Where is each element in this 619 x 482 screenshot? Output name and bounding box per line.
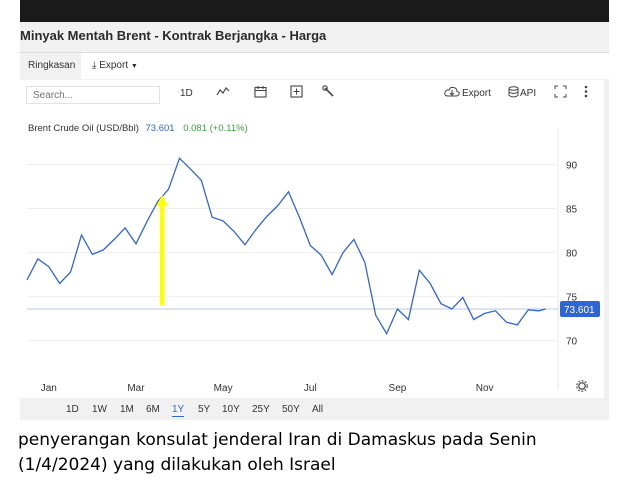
annotation-arrow xyxy=(156,195,169,306)
arrow-head xyxy=(156,195,169,207)
x-tick-label-nov: Nov xyxy=(476,383,494,394)
y-tick-label-75: 75 xyxy=(566,293,578,304)
legend: Brent Crude Oil (USD/Bbl) 73.601 0.081 (… xyxy=(28,123,248,134)
y-tick-label-80: 80 xyxy=(566,249,578,260)
range-5y[interactable]: 5Y xyxy=(198,404,211,415)
range-1y[interactable]: 1Y xyxy=(172,404,185,417)
tab-summary[interactable]: Ringkasan xyxy=(20,53,82,79)
caret-down-icon: ▼ xyxy=(130,63,138,70)
last-price-label-bg xyxy=(560,301,600,318)
api-button[interactable]: API xyxy=(520,88,537,99)
y-gridlines xyxy=(27,163,556,342)
range-6m[interactable]: 6M xyxy=(146,404,160,415)
last-price-label: 73.601 xyxy=(564,305,595,316)
fullscreen-icon[interactable] xyxy=(554,85,567,101)
x-tick-label-jan: Jan xyxy=(41,383,57,394)
x-tick-label-mar: Mar xyxy=(127,383,145,394)
range-1m[interactable]: 1M xyxy=(120,404,134,415)
interval-button[interactable]: 1D xyxy=(180,88,193,99)
wrench-icon[interactable] xyxy=(322,85,335,101)
y-tick-label-90: 90 xyxy=(566,160,578,171)
range-1d[interactable]: 1D xyxy=(66,404,79,415)
x-tick-label-jul: Jul xyxy=(304,383,317,394)
x-tick-label-may: May xyxy=(214,383,233,394)
page-title: Minyak Mentah Brent - Kontrak Berjangka … xyxy=(20,28,327,43)
range-50y[interactable]: 50Y xyxy=(282,404,300,415)
search-input[interactable] xyxy=(26,86,160,104)
settings-icon[interactable] xyxy=(576,380,588,392)
y-tick-label-70: 70 xyxy=(566,337,578,348)
caption: penyerangan konsulat jenderal Iran di Da… xyxy=(18,430,537,475)
legend-change: 0.081 (+0.11%) xyxy=(183,123,248,134)
plus-icon[interactable] xyxy=(290,85,303,101)
export-button[interactable]: Export xyxy=(462,88,491,99)
more-icon[interactable] xyxy=(584,85,588,101)
range-all[interactable]: All xyxy=(312,404,324,415)
legend-last-value: 73.601 xyxy=(146,123,175,134)
legend-series-name: Brent Crude Oil (USD/Bbl) xyxy=(28,123,139,134)
export-label: Export xyxy=(99,60,129,71)
sub-navigation: Ringkasan ⤓ Export ▼ xyxy=(20,52,609,79)
range-1w[interactable]: 1W xyxy=(92,404,107,415)
x-tick-label-sep: Sep xyxy=(389,383,407,394)
cloud-download-icon[interactable] xyxy=(444,86,460,101)
database-icon[interactable] xyxy=(508,86,519,101)
x-axis: Jan Mar May Jul Sep Nov xyxy=(41,383,494,394)
site-header-bar xyxy=(20,0,609,22)
chart-container: 1D Export API xyxy=(20,80,604,398)
price-chart[interactable]: 70 75 80 85 90 Jan Mar May Jul Sep Nov 73.601 Bre… xyxy=(20,108,604,400)
download-icon: ⤓ xyxy=(92,60,97,71)
line-chart-icon[interactable] xyxy=(216,85,230,100)
y-axis: 70 75 80 85 90 xyxy=(557,128,578,390)
export-dropdown[interactable]: ⤓ Export ▼ xyxy=(92,60,138,71)
range-25y[interactable]: 25Y xyxy=(252,404,270,415)
series-line-brent xyxy=(26,157,546,336)
range-selector: 1D 1W 1M 6M 1Y 5Y 10Y 25Y 50Y All xyxy=(20,400,609,420)
calendar-icon[interactable] xyxy=(254,85,267,101)
y-tick-label-85: 85 xyxy=(566,205,578,216)
range-10y[interactable]: 10Y xyxy=(222,404,240,415)
